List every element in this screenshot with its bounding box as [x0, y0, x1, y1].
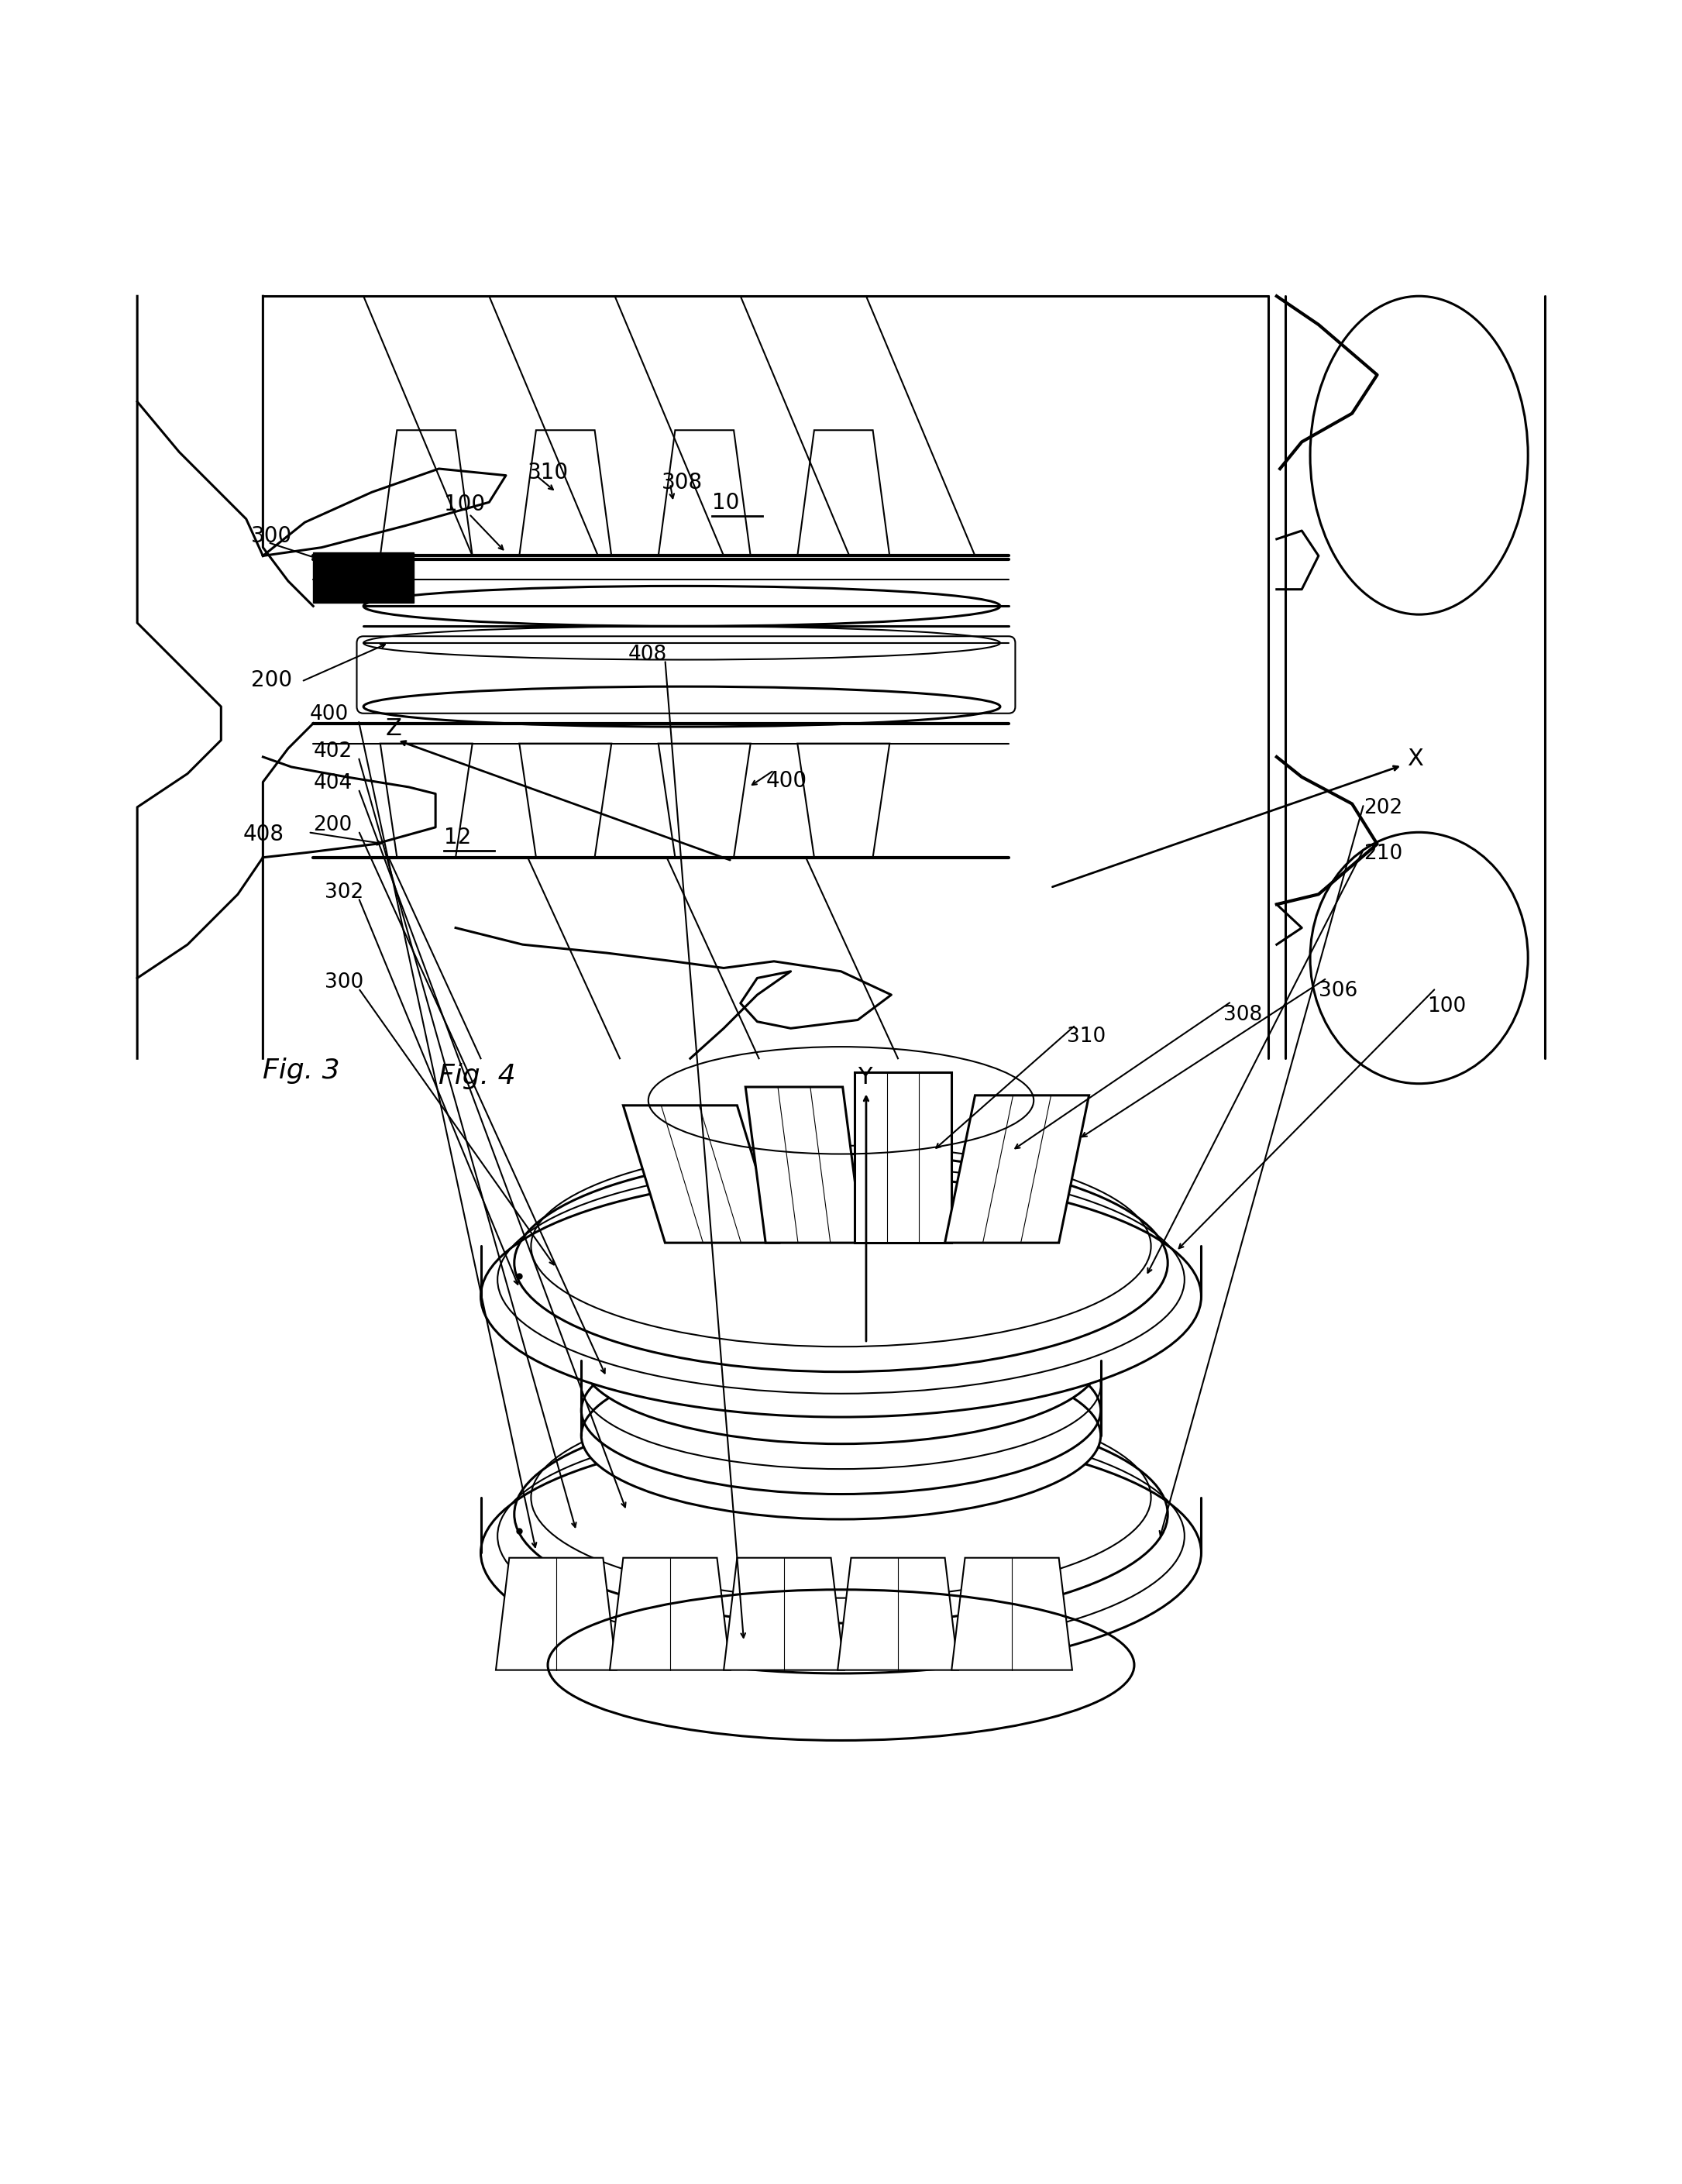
Polygon shape — [658, 430, 750, 557]
Polygon shape — [658, 743, 750, 858]
Text: Fig. 4: Fig. 4 — [439, 1064, 516, 1090]
Polygon shape — [797, 743, 890, 858]
Text: X: X — [1408, 747, 1423, 771]
Polygon shape — [622, 1105, 779, 1243]
Text: 308: 308 — [661, 472, 703, 494]
Text: 100: 100 — [444, 494, 484, 515]
Polygon shape — [838, 1557, 959, 1671]
Text: 300: 300 — [325, 972, 363, 994]
Polygon shape — [380, 743, 473, 858]
Bar — [313, 553, 414, 603]
Polygon shape — [952, 1557, 1071, 1671]
Text: 408: 408 — [242, 823, 284, 845]
Ellipse shape — [582, 1352, 1100, 1520]
Text: 400: 400 — [309, 705, 348, 725]
Text: 202: 202 — [1364, 799, 1403, 819]
Text: 310: 310 — [528, 461, 569, 483]
Text: Z: Z — [385, 716, 402, 740]
Text: 10: 10 — [711, 491, 740, 513]
Text: 210: 210 — [1364, 843, 1403, 863]
Text: 302: 302 — [325, 882, 363, 902]
Ellipse shape — [481, 1175, 1201, 1417]
Text: 200: 200 — [251, 670, 293, 690]
Text: 306: 306 — [1319, 981, 1357, 1000]
Polygon shape — [520, 430, 612, 557]
Ellipse shape — [481, 1433, 1201, 1673]
Text: 402: 402 — [313, 740, 352, 762]
Text: 308: 308 — [1223, 1005, 1262, 1024]
Polygon shape — [611, 1557, 730, 1671]
Polygon shape — [945, 1096, 1088, 1243]
Text: 408: 408 — [627, 644, 668, 664]
Polygon shape — [380, 430, 473, 557]
Polygon shape — [496, 1557, 617, 1671]
Polygon shape — [797, 430, 890, 557]
Text: 100: 100 — [1428, 996, 1467, 1016]
FancyBboxPatch shape — [357, 636, 1016, 714]
Polygon shape — [854, 1072, 952, 1243]
Text: 200: 200 — [313, 815, 352, 834]
Text: 400: 400 — [765, 771, 807, 793]
Text: 12: 12 — [444, 828, 471, 850]
Ellipse shape — [582, 1275, 1100, 1444]
Text: Y: Y — [858, 1066, 871, 1088]
Polygon shape — [723, 1557, 844, 1671]
Text: 404: 404 — [313, 773, 352, 793]
Polygon shape — [745, 1088, 863, 1243]
Text: Fig. 3: Fig. 3 — [262, 1057, 340, 1083]
Polygon shape — [520, 743, 612, 858]
Text: 310: 310 — [1066, 1026, 1107, 1046]
Text: 300: 300 — [251, 526, 293, 546]
